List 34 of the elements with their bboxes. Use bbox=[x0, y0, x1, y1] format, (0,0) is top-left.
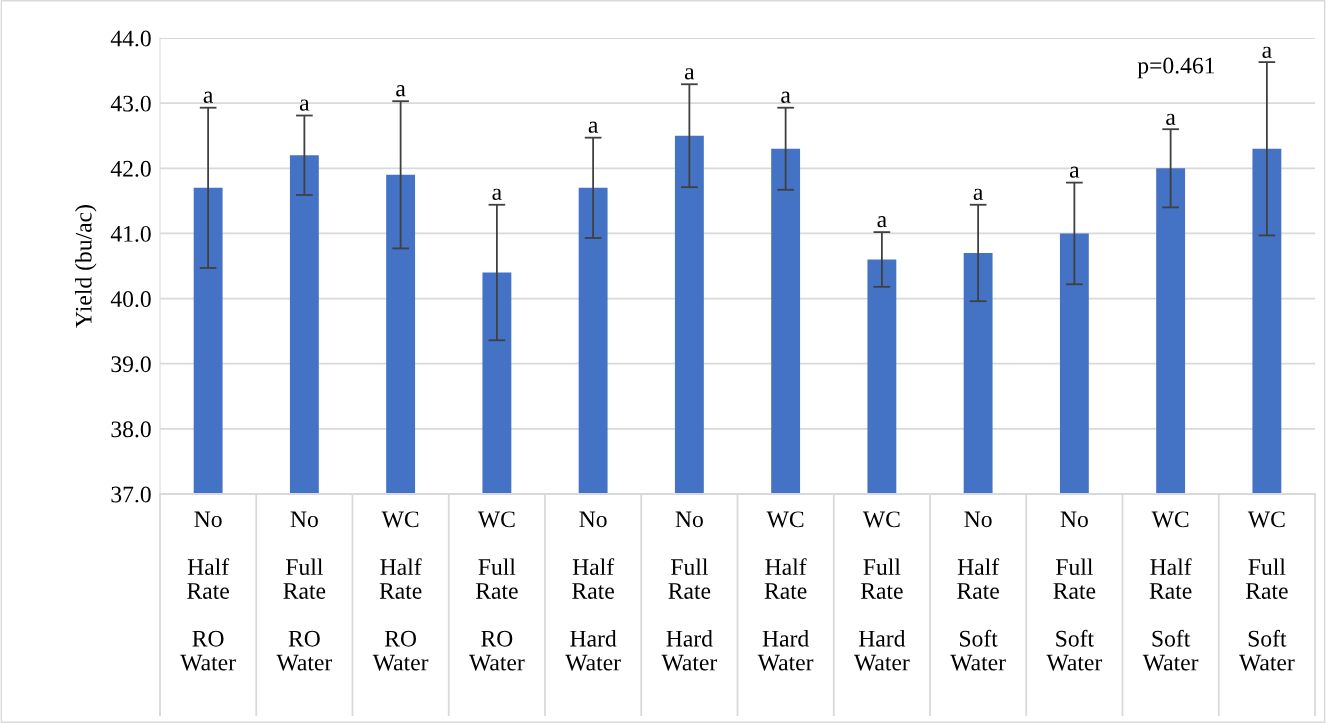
category-label: WC Full Rate Hard Water bbox=[854, 511, 910, 671]
category-label: No Half Rate Soft Water bbox=[950, 511, 1006, 671]
category-label: No Full Rate Soft Water bbox=[1046, 511, 1103, 671]
annotation: a bbox=[1069, 166, 1080, 178]
y-tick-label: 42.0 bbox=[110, 160, 151, 177]
annotation: a bbox=[877, 216, 887, 228]
annotation: a bbox=[684, 68, 695, 80]
annotation: a bbox=[781, 91, 791, 103]
category-label: No Half Rate RO Water bbox=[180, 511, 236, 671]
category-label: No Half Rate Hard Water bbox=[565, 511, 621, 671]
annotation: a bbox=[1262, 46, 1272, 58]
annotation: a bbox=[588, 121, 599, 133]
category-label: WC Half Rate Soft Water bbox=[1142, 511, 1199, 671]
annotation: a bbox=[396, 85, 406, 97]
annotation: a bbox=[973, 188, 984, 200]
category-label: No Full Rate RO Water bbox=[276, 511, 333, 671]
y-tick-label: 37.0 bbox=[111, 486, 151, 503]
category-label: WC Full Rate Soft Water bbox=[1239, 511, 1295, 671]
y-tick-label: 40.0 bbox=[110, 291, 151, 308]
annotation: a bbox=[1166, 113, 1176, 126]
annotation: a bbox=[299, 99, 310, 111]
y-tick-label: 43.0 bbox=[110, 95, 151, 112]
category-label: WC Half Rate RO Water bbox=[372, 511, 429, 671]
annotation: p=0.461 bbox=[1137, 57, 1215, 79]
y-axis-title: Yield (bu/ac) bbox=[75, 205, 97, 328]
y-tick-label: 39.0 bbox=[111, 356, 151, 373]
y-tick-label: 38.0 bbox=[111, 421, 151, 438]
y-tick-label: 41.0 bbox=[110, 225, 151, 242]
category-label: WC Full Rate RO Water bbox=[469, 511, 525, 671]
category-label: WC Half Rate Hard Water bbox=[757, 511, 814, 671]
annotation: a bbox=[492, 188, 502, 200]
category-label: No Full Rate Hard Water bbox=[661, 511, 718, 671]
annotation: a bbox=[203, 91, 214, 103]
y-tick-label: 44.0 bbox=[110, 30, 151, 47]
